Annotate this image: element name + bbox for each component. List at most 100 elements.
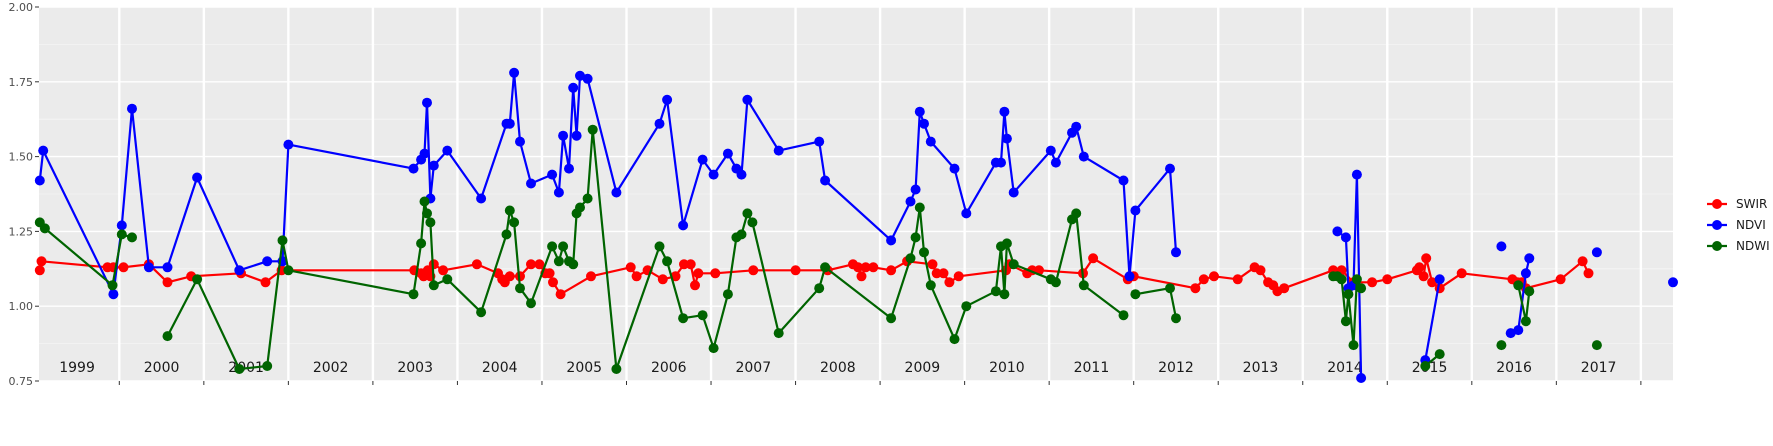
- ndvi-point: [38, 145, 49, 156]
- ndvi-point: [722, 148, 733, 159]
- swir-point: [1421, 253, 1432, 264]
- year-label: 2000: [144, 360, 180, 376]
- ndvi-point: [428, 160, 439, 171]
- swir-point: [1577, 256, 1588, 267]
- year-labels: 1999 2000 2001 2002 2003 2004 2005 2006 2007 2008…: [59, 360, 1616, 376]
- y-tick-label: 1.25: [9, 225, 34, 238]
- swir-point: [938, 268, 949, 279]
- ndwi-point: [747, 217, 758, 228]
- ndvi-point: [108, 289, 119, 300]
- ndvi-point: [886, 235, 897, 246]
- ndwi-point: [1336, 274, 1347, 285]
- swir-point: [118, 262, 129, 273]
- ndwi-point: [408, 289, 419, 300]
- ndvi-point: [234, 265, 245, 276]
- year-label: 2013: [1243, 360, 1279, 376]
- swir-point: [690, 280, 700, 291]
- ndvi-point: [1505, 328, 1516, 339]
- swir-point: [1279, 283, 1290, 294]
- ndvi-point: [1130, 205, 1141, 216]
- ndwi-point: [611, 364, 622, 374]
- swir-point: [853, 262, 864, 273]
- ndvi-point: [442, 145, 453, 156]
- ndwi-point: [1348, 340, 1359, 351]
- ndwi-point: [416, 238, 427, 249]
- ndwi-point: [1591, 340, 1602, 351]
- ndvi-point: [736, 169, 747, 180]
- year-label: 2003: [397, 360, 433, 376]
- swir-point: [1088, 253, 1099, 264]
- ndvi-point: [773, 145, 784, 156]
- ndwi-point: [820, 262, 831, 273]
- ndvi-point: [1524, 253, 1535, 264]
- swir-point: [260, 277, 271, 288]
- year-label: 2002: [313, 360, 349, 376]
- ndwi-point: [558, 241, 569, 252]
- ndwi-point: [925, 280, 936, 291]
- year-label: 2016: [1496, 360, 1532, 376]
- y-axis: 0.75 1.00 1.25 1.50 1.75 2.00: [9, 1, 39, 388]
- legend-item-ndwi: NDWI: [1707, 239, 1770, 253]
- swir-point: [625, 262, 636, 273]
- ndwi-point: [1078, 280, 1089, 291]
- ndvi-point: [571, 130, 582, 141]
- ndwi-point: [773, 328, 784, 339]
- ndwi-point: [736, 229, 747, 240]
- ndvi-point: [1171, 247, 1181, 258]
- swir-point: [34, 265, 45, 276]
- ndvi-point: [476, 193, 487, 204]
- swir-point: [1414, 262, 1425, 273]
- ndwi-point: [547, 241, 558, 252]
- ndvi-point: [1520, 268, 1531, 279]
- ndvi-point: [422, 97, 432, 108]
- year-label: 2004: [482, 360, 518, 376]
- swir-point: [36, 256, 47, 267]
- ndvi-point: [662, 94, 673, 105]
- ndwi-point: [587, 124, 598, 135]
- ndvi-point: [949, 163, 960, 174]
- swir-point: [868, 262, 879, 273]
- ndvi-point: [1124, 271, 1135, 282]
- ndwi-point: [1420, 361, 1431, 371]
- ndvi-point: [408, 163, 419, 174]
- swir-point: [953, 271, 964, 282]
- ndvi-point: [1078, 151, 1089, 162]
- ndwi-point: [428, 280, 439, 291]
- ndvi-point: [1434, 274, 1445, 285]
- ndwi-point: [678, 313, 689, 324]
- grid: [39, 6, 1673, 385]
- swir-point: [504, 271, 515, 282]
- year-label: 2011: [1074, 360, 1110, 376]
- legend-label: NDWI: [1736, 239, 1770, 253]
- ndwi-point: [949, 334, 960, 345]
- ndwi-point: [116, 229, 127, 240]
- ndwi-point: [1351, 274, 1362, 285]
- ndvi-point: [611, 187, 622, 198]
- ndvi-point: [678, 220, 689, 231]
- ndvi-point: [564, 163, 574, 174]
- ndvi-point: [162, 262, 173, 273]
- ndvi-point: [419, 148, 430, 159]
- ndwi-point: [476, 307, 487, 318]
- year-label: 2005: [566, 360, 602, 376]
- swir-point: [438, 265, 449, 276]
- year-label: 2008: [820, 360, 856, 376]
- ndvi-point: [996, 157, 1006, 168]
- ndwi-point: [886, 313, 897, 324]
- swir-point: [162, 277, 173, 288]
- swir-point: [1232, 274, 1243, 285]
- year-label: 2009: [905, 360, 941, 376]
- ndvi-point: [1591, 247, 1602, 258]
- swir-point: [693, 268, 704, 279]
- ndwi-point: [1340, 316, 1351, 327]
- ndwi-point: [234, 364, 245, 374]
- ndwi-point: [708, 343, 719, 354]
- swir-point: [471, 259, 482, 270]
- ndwi-point: [1520, 316, 1531, 327]
- ndvi-point: [515, 136, 525, 147]
- ndwi-point: [582, 193, 593, 204]
- ndvi-point: [568, 82, 579, 93]
- ndwi-point: [1130, 289, 1141, 300]
- ndvi-point: [999, 106, 1010, 117]
- ndvi-point: [504, 118, 515, 129]
